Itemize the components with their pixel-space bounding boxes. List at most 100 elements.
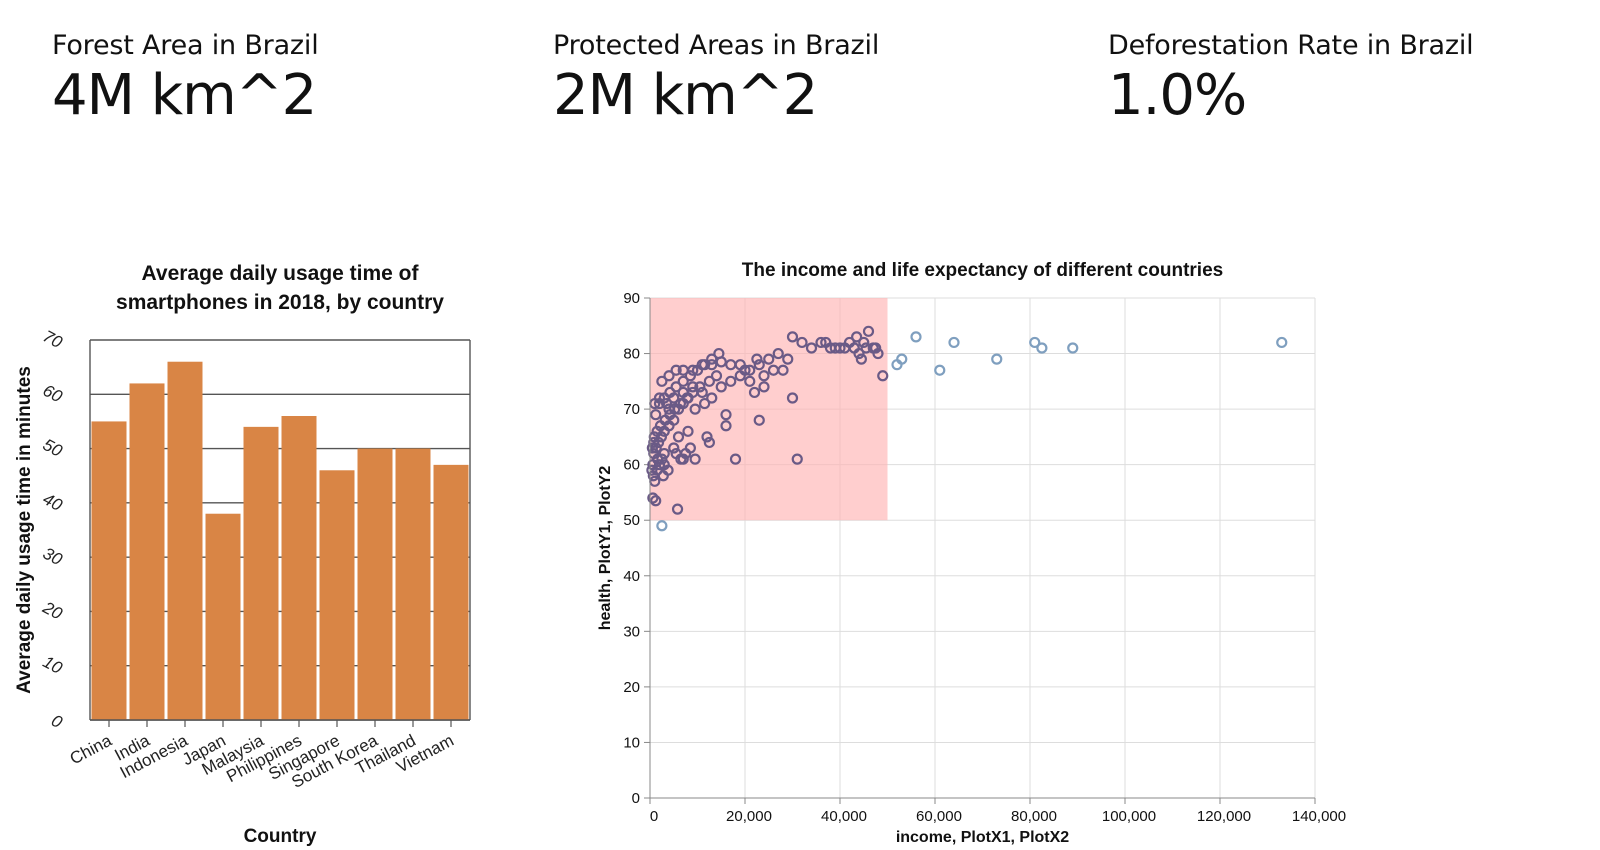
y-tick-label: 60 <box>40 381 66 407</box>
scatter-point <box>677 397 689 410</box>
y-tick-label: 20 <box>623 679 640 696</box>
scatter-point <box>703 436 715 449</box>
scatter-point <box>867 342 879 354</box>
scatter-point <box>653 459 666 471</box>
scatter-point <box>713 347 725 360</box>
scatter-point <box>934 364 946 376</box>
scatter-point <box>729 453 742 465</box>
y-axis-title: Average daily usage time in minutes <box>14 366 35 694</box>
scatter-point <box>682 425 694 437</box>
scatter-point <box>710 370 723 382</box>
kpi-protected-areas: Protected Areas in Brazil 2M km^2 <box>553 30 879 128</box>
scatter-point <box>706 359 718 371</box>
scatter-point <box>664 386 676 399</box>
scatter-point <box>646 464 658 476</box>
scatter-point <box>687 381 699 393</box>
y-tick-label: 60 <box>623 457 640 474</box>
scatter-point <box>682 392 694 404</box>
scatter-point <box>684 370 696 382</box>
scatter-point <box>791 453 803 465</box>
scatter-point <box>652 436 665 449</box>
scatter-point <box>677 364 689 376</box>
scatter-point <box>860 342 872 354</box>
bar <box>91 421 127 720</box>
bar <box>319 470 355 720</box>
scatter-point <box>734 359 746 371</box>
scatter-point <box>877 370 889 382</box>
scatter-point <box>680 447 692 460</box>
scatter-point <box>648 431 660 443</box>
scatter-point <box>725 359 737 371</box>
y-tick-label: 40 <box>623 568 640 585</box>
scatter-point <box>786 392 799 404</box>
bar <box>281 416 317 720</box>
y-tick-label: 0 <box>632 790 640 807</box>
scatter-point <box>834 342 846 354</box>
scatter-point <box>896 353 908 365</box>
scatter-point <box>668 414 680 426</box>
scatter-point <box>715 381 727 393</box>
scatter-point <box>663 403 675 415</box>
scatter-point <box>839 342 851 354</box>
scatter-point <box>758 370 770 382</box>
scatter-point <box>694 381 706 393</box>
scatter-point <box>691 364 704 376</box>
scatter-point <box>669 403 681 415</box>
scatter-point <box>848 342 860 354</box>
scatter-point <box>748 386 761 399</box>
scatter-point <box>687 386 699 399</box>
scatter-point <box>650 495 662 507</box>
scatter-point <box>870 342 882 354</box>
scatter-point <box>670 447 682 460</box>
scatter-point <box>681 392 693 404</box>
kpi-label: Forest Area in Brazil <box>52 30 319 61</box>
scatter-point <box>1276 336 1288 349</box>
scatter-point <box>663 370 675 382</box>
scatter-point <box>684 442 696 454</box>
scatter-point <box>653 397 666 410</box>
scatter-point <box>720 409 732 421</box>
scatter-point <box>649 475 661 487</box>
kpi-deforestation-rate: Deforestation Rate in Brazil 1.0% <box>1108 30 1474 128</box>
bar <box>395 448 431 720</box>
scatter-point <box>1029 336 1041 349</box>
scatter-point <box>674 397 687 410</box>
scatter-point <box>991 353 1003 365</box>
scatter-point <box>672 403 685 415</box>
kpi-label: Deforestation Rate in Brazil <box>1108 30 1474 61</box>
scatter-point <box>677 453 689 465</box>
scatter-point <box>656 520 668 532</box>
scatter-point <box>647 470 659 482</box>
scatter-point <box>656 375 668 387</box>
scatter-point <box>753 414 765 426</box>
y-tick-label: 10 <box>623 734 640 751</box>
y-tick-label: 30 <box>623 623 640 640</box>
y-tick-label: 70 <box>40 326 66 352</box>
x-tick-label: 20,000 <box>726 808 772 825</box>
y-tick-label: 50 <box>623 512 640 529</box>
kpi-value: 1.0% <box>1108 63 1247 128</box>
y-tick-label: 20 <box>39 597 66 623</box>
scatter-point <box>739 364 751 376</box>
kpi-label: Protected Areas in Brazil <box>553 30 880 61</box>
x-axis-title: income, PlotX1, PlotX2 <box>896 829 1069 846</box>
scatter-point <box>650 442 662 454</box>
scatter-point <box>689 453 701 465</box>
scatter-point <box>1036 342 1048 354</box>
scatter-point <box>689 403 701 415</box>
bar <box>167 361 203 720</box>
scatter-point <box>855 353 867 365</box>
scatter-point <box>677 386 689 399</box>
scatter-point <box>862 325 875 337</box>
scatter-point <box>703 375 715 387</box>
scatter-point <box>753 359 765 371</box>
scatter-point <box>668 392 680 404</box>
y-tick-label: 0 <box>48 711 66 732</box>
scatter-point <box>651 464 663 476</box>
bar <box>129 383 165 720</box>
x-tick-label: 140,000 <box>1292 808 1346 825</box>
x-tick-label: 40,000 <box>821 808 867 825</box>
selection-brush <box>650 298 888 521</box>
scatter-point <box>658 459 670 471</box>
scatter-point <box>661 397 673 410</box>
